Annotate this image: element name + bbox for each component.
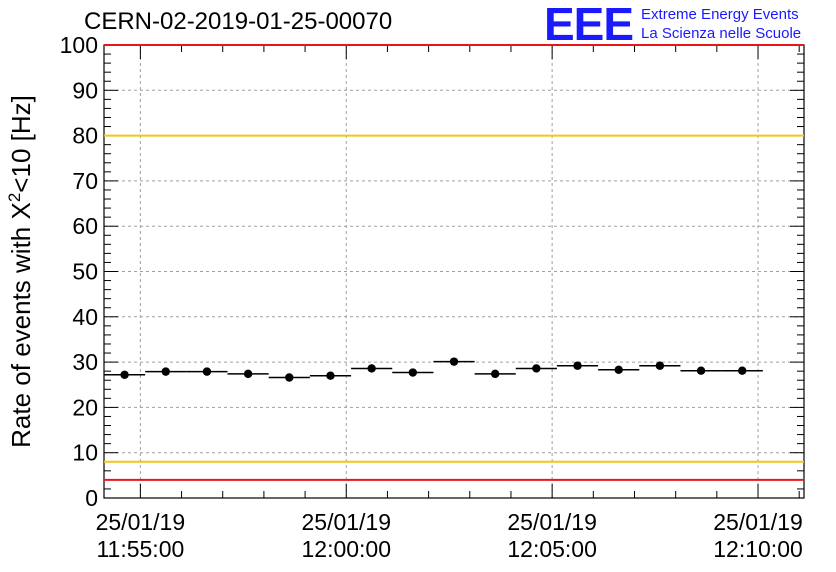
y-label-part: <10 [Hz] [6,95,36,193]
logo-line-1: Extreme Energy Events [641,6,799,23]
data-point [738,366,747,375]
data-point [532,364,541,373]
y-tick-label: 80 [72,123,98,149]
y-label-superscript: 2 [5,193,24,202]
data-point [490,369,500,379]
x-tick-time: 12:10:00 [713,536,803,562]
eee-logo: EEE Extreme Energy Events La Scienza nel… [544,0,801,50]
data-point [161,367,170,376]
y-tick-label: 20 [72,394,98,420]
data-point [243,369,253,379]
logo-mark: EEE [544,0,634,50]
data-point [655,361,665,370]
data-point [573,361,582,370]
y-tick-label: 60 [72,213,98,239]
x-tick-time: 12:00:00 [301,536,391,562]
x-tick-date: 25/01/19 [507,509,597,535]
x-tick-time: 12:05:00 [507,536,597,562]
data-point [696,366,706,375]
logo-text: Extreme Energy Events La Scienza nelle S… [641,5,801,43]
data-point [202,367,212,376]
data-point [408,368,418,377]
x-tick-time: 11:55:00 [96,536,184,562]
data-point [285,373,294,382]
y-label-part: Rate of events with X [6,202,36,448]
y-tick-label: 50 [72,259,98,285]
data-point [326,371,335,380]
y-tick-label: 0 [85,485,98,511]
x-tick-date: 25/01/19 [96,509,186,535]
x-tick-label: 25/01/19 12:00:00 [301,509,391,562]
y-tick-label: 10 [72,440,98,466]
y-tick-label: 40 [72,304,98,330]
data-point [449,357,459,366]
data-point [614,365,623,375]
y-tick-label: 100 [60,32,98,58]
run-title: CERN-02-2019-01-25-00070 [84,8,393,35]
y-axis-label: Rate of events with X2<10 [Hz] [5,95,36,448]
data-point [120,370,129,379]
data-point [367,364,376,373]
x-tick-date: 25/01/19 [301,509,391,535]
logo-line-2: La Scienza nelle Scuole [641,25,802,42]
x-tick-date: 25/01/19 [713,509,803,535]
y-tick-label: 70 [72,168,98,194]
x-tick-label: 25/01/19 11:55:00 [96,509,186,562]
y-tick-label: 90 [72,77,98,103]
y-tick-label: 30 [72,349,98,375]
x-tick-label: 25/01/19 12:05:00 [507,509,597,562]
x-tick-label: 25/01/19 12:10:00 [713,509,803,562]
